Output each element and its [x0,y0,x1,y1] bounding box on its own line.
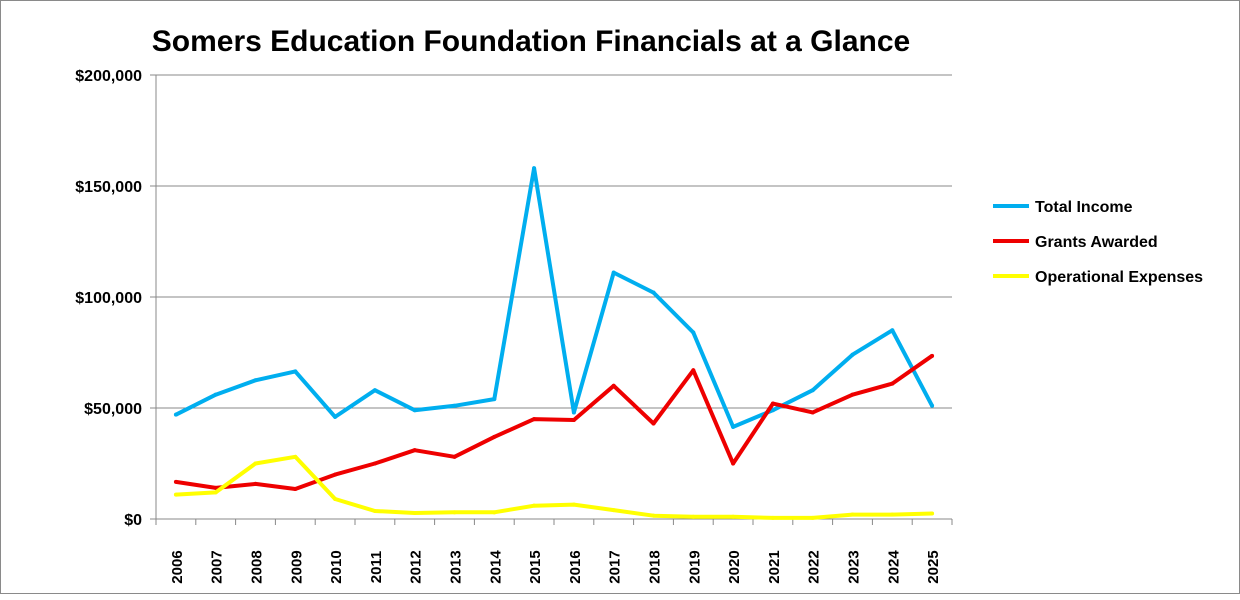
x-tick-label: 2020 [726,550,743,583]
chart-title: Somers Education Foundation Financials a… [152,25,910,58]
data-point [850,392,855,397]
data-point [810,388,815,393]
x-tick-label: 2016 [567,550,584,583]
data-point [412,511,417,516]
data-point [850,512,855,517]
data-point [731,424,736,429]
data-point [293,454,298,459]
data-point [571,417,576,422]
y-tick-label: $100,000 [75,290,142,307]
data-point [691,330,696,335]
data-point [173,479,178,484]
data-point [213,392,218,397]
data-point [532,503,537,508]
data-point [372,461,377,466]
data-point [571,410,576,415]
data-point [173,412,178,417]
data-point [930,353,935,358]
data-point [810,410,815,415]
data-point [651,421,656,426]
data-point [253,378,258,383]
data-point [213,490,218,495]
data-point [333,472,338,477]
data-point [731,461,736,466]
data-point [253,481,258,486]
data-point [770,401,775,406]
series-line-operational-expenses [175,454,933,520]
data-point [333,497,338,502]
x-tick-label: 2012 [408,550,425,583]
x-tick-label: 2013 [448,550,465,583]
data-point [930,403,935,408]
x-tick-label: 2017 [607,550,624,583]
data-point [890,512,895,517]
data-point [810,515,815,520]
series-line-total-income [175,166,934,429]
data-point [213,485,218,490]
x-tick-label: 2014 [487,550,504,584]
x-tick-label: 2019 [686,550,703,583]
legend-label: Total Income [1035,199,1133,216]
data-point [492,510,497,515]
x-tick-label: 2024 [885,550,902,584]
data-point [452,510,457,515]
data-point [571,502,576,507]
legend-label: Operational Expenses [1035,269,1203,286]
x-tick-label: 2011 [368,551,385,584]
x-tick-label: 2010 [328,550,345,583]
data-point [412,448,417,453]
x-tick-label: 2025 [925,550,942,583]
x-tick-label: 2008 [249,550,266,583]
data-point [691,368,696,373]
data-point [611,270,616,275]
data-point [890,381,895,386]
data-point [293,369,298,374]
y-tick-label: $0 [124,512,142,529]
x-tick-label: 2022 [806,550,823,583]
data-point [770,515,775,520]
series-line-grants-awarded [175,354,934,491]
data-point [532,166,537,171]
data-point [731,514,736,519]
data-point [611,508,616,513]
y-tick-label: $150,000 [75,179,142,196]
data-point [412,408,417,413]
data-point [452,454,457,459]
data-point [770,408,775,413]
data-point [492,434,497,439]
x-tick-label: 2015 [527,550,544,583]
data-point [691,514,696,519]
data-point [651,513,656,518]
data-point [492,397,497,402]
x-tick-label: 2021 [766,550,783,583]
data-point [372,509,377,514]
x-tick-label: 2009 [288,550,305,583]
y-tick-label: $50,000 [84,401,142,418]
y-tick-label: $200,000 [75,68,142,85]
data-point [293,487,298,492]
data-point [333,414,338,419]
x-tick-label: 2007 [209,550,226,583]
data-point [173,492,178,497]
data-point [930,511,935,516]
data-point [452,403,457,408]
data-point [850,352,855,357]
data-point [253,461,258,466]
data-point [532,417,537,422]
data-point [890,328,895,333]
data-point [611,383,616,388]
data-point [372,388,377,393]
x-tick-label: 2006 [169,550,186,583]
legend-label: Grants Awarded [1035,234,1158,251]
x-tick-label: 2018 [647,550,664,583]
data-point [651,290,656,295]
x-tick-label: 2023 [846,550,863,583]
